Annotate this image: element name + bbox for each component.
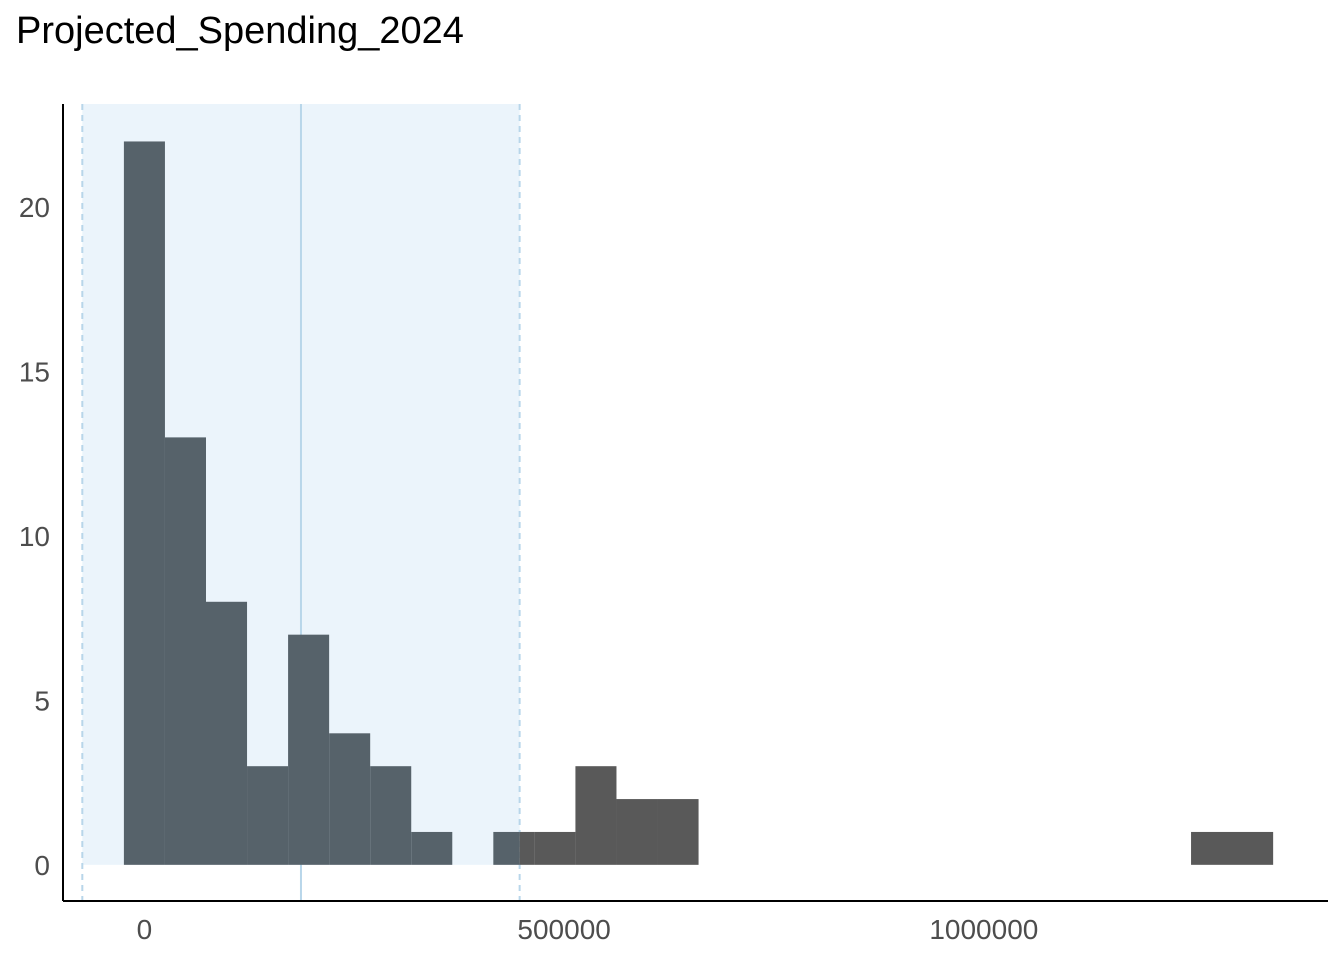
bar-segment-in-band bbox=[164, 437, 206, 865]
x-tick-label: 0 bbox=[137, 914, 153, 945]
chart-title: Projected_Spending_2024 bbox=[16, 10, 464, 52]
y-axis-ticks: 0 5 10 15 20 bbox=[19, 192, 50, 881]
bar-segment bbox=[657, 799, 699, 865]
bar-segment-in-band bbox=[247, 766, 289, 865]
y-tick-label: 15 bbox=[19, 357, 50, 388]
bar-segment bbox=[616, 799, 658, 865]
bar-segment-in-band bbox=[205, 601, 248, 865]
y-tick-label: 10 bbox=[19, 521, 50, 552]
x-tick-label: 1000000 bbox=[929, 914, 1038, 945]
bar-segment-in-band bbox=[123, 141, 165, 865]
bar-segment bbox=[575, 766, 617, 865]
bar-segment bbox=[519, 831, 535, 865]
bar-segment-in-band bbox=[288, 634, 330, 865]
x-axis-ticks: 0 500000 1000000 bbox=[137, 914, 1039, 945]
histogram-bars bbox=[123, 141, 1274, 865]
histogram-bar bbox=[493, 831, 535, 865]
histogram-bar bbox=[411, 831, 453, 865]
histogram-bar bbox=[575, 766, 617, 865]
x-tick-label: 500000 bbox=[517, 914, 610, 945]
bar-segment-in-band bbox=[370, 766, 412, 865]
histogram-bar bbox=[329, 733, 371, 865]
bar-segment-in-band bbox=[411, 831, 453, 865]
axes bbox=[62, 104, 1328, 902]
y-tick-label: 0 bbox=[34, 850, 50, 881]
histogram-bar bbox=[205, 601, 248, 865]
y-tick-label: 5 bbox=[34, 685, 50, 716]
histogram-bar bbox=[288, 634, 330, 865]
histogram-bar bbox=[123, 141, 165, 865]
histogram-bar bbox=[1191, 831, 1274, 865]
bar-segment bbox=[1191, 831, 1274, 865]
histogram-bar bbox=[534, 831, 576, 865]
bar-segment bbox=[534, 831, 576, 865]
bar-segment-in-band bbox=[493, 831, 520, 865]
histogram-bar bbox=[616, 799, 658, 865]
bar-segment-in-band bbox=[329, 733, 371, 865]
histogram-bar bbox=[247, 766, 289, 865]
histogram-bar bbox=[370, 766, 412, 865]
y-tick-label: 20 bbox=[19, 192, 50, 223]
histogram-bar bbox=[657, 799, 699, 865]
histogram-bar bbox=[164, 437, 206, 865]
